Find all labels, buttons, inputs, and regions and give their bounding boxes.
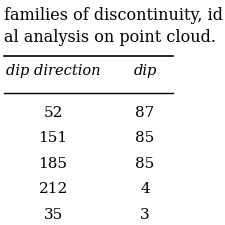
Text: 85: 85 (135, 131, 155, 145)
Text: 4: 4 (140, 182, 150, 196)
Text: 87: 87 (135, 106, 155, 119)
Text: 35: 35 (43, 208, 63, 222)
Text: families of discontinuity, id: families of discontinuity, id (4, 7, 223, 24)
Text: 151: 151 (38, 131, 68, 145)
Text: dip direction: dip direction (6, 64, 100, 79)
Text: 52: 52 (43, 106, 63, 119)
Text: 85: 85 (135, 157, 155, 171)
Text: dip: dip (133, 64, 157, 79)
Text: 185: 185 (38, 157, 68, 171)
Text: 212: 212 (38, 182, 68, 196)
Text: al analysis on point cloud.: al analysis on point cloud. (4, 29, 216, 46)
Text: 3: 3 (140, 208, 150, 222)
